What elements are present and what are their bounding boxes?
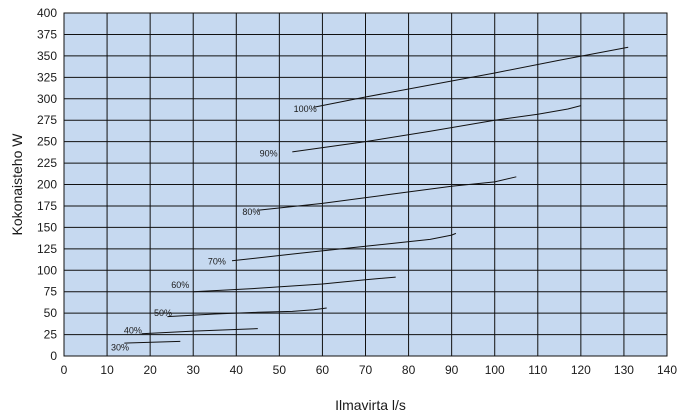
y-tick-label: 225 xyxy=(37,156,57,170)
series-label: 60% xyxy=(171,280,189,290)
x-tick-label: 50 xyxy=(273,363,287,377)
y-tick-label: 100 xyxy=(37,263,57,277)
series-line xyxy=(257,176,517,211)
series-label: 40% xyxy=(124,325,142,335)
y-tick-label: 25 xyxy=(44,328,58,342)
x-tick-label: 100 xyxy=(485,363,505,377)
y-tick-label: 300 xyxy=(37,92,57,106)
series-label: 100% xyxy=(294,104,317,114)
curves: 100% 90% 80% 70% 60% 50% 40% 30% xyxy=(111,46,629,352)
x-tick-label: 20 xyxy=(143,363,157,377)
series-80pct: 80% xyxy=(242,176,517,217)
series-line xyxy=(167,307,327,318)
series-40pct: 40% xyxy=(124,325,258,335)
series-label: 80% xyxy=(242,207,260,217)
series-line xyxy=(124,340,181,344)
x-tick-label: 60 xyxy=(316,363,330,377)
y-axis-ticks: 0 25 50 75 100 125 150 175 200 225 250 275 300 325 350… xyxy=(37,6,57,363)
series-label: 90% xyxy=(260,149,278,159)
x-tick-label: 130 xyxy=(614,363,634,377)
y-tick-label: 200 xyxy=(37,178,57,192)
series-line xyxy=(141,328,258,335)
x-tick-label: 70 xyxy=(359,363,373,377)
series-label: 30% xyxy=(111,342,129,352)
y-tick-label: 400 xyxy=(37,6,57,20)
x-tick-label: 10 xyxy=(100,363,114,377)
y-axis-label: Kokonaisteho W xyxy=(9,133,25,236)
y-tick-label: 0 xyxy=(50,349,57,363)
series-70pct: 70% xyxy=(208,232,457,267)
y-tick-label: 150 xyxy=(37,220,57,234)
series-line xyxy=(193,276,396,293)
series-100pct: 100% xyxy=(294,46,629,114)
x-tick-label: 80 xyxy=(402,363,416,377)
x-tick-label: 120 xyxy=(571,363,591,377)
series-line xyxy=(292,105,582,153)
x-axis-label: Ilmavirta l/s xyxy=(335,397,406,413)
x-axis-ticks: 0 10 20 30 40 50 60 70 80 90 100 110 120 130 140 xyxy=(61,363,678,377)
x-tick-label: 0 xyxy=(61,363,68,377)
series-line xyxy=(313,46,629,108)
y-tick-label: 375 xyxy=(37,27,57,41)
y-tick-label: 325 xyxy=(37,70,57,84)
y-tick-label: 75 xyxy=(44,285,58,299)
y-tick-label: 250 xyxy=(37,135,57,149)
x-tick-label: 110 xyxy=(528,363,547,377)
series-30pct: 30% xyxy=(111,340,181,352)
grid xyxy=(63,12,668,357)
series-line xyxy=(231,232,457,262)
series-60pct: 60% xyxy=(171,276,396,293)
series-label: 70% xyxy=(208,257,226,267)
x-tick-label: 40 xyxy=(230,363,244,377)
series-label: 50% xyxy=(154,308,172,318)
y-tick-label: 50 xyxy=(44,306,58,320)
y-tick-label: 175 xyxy=(37,199,57,213)
x-tick-label: 90 xyxy=(445,363,459,377)
y-tick-label: 350 xyxy=(37,49,57,63)
series-50pct: 50% xyxy=(154,307,327,318)
y-tick-label: 275 xyxy=(37,113,57,127)
series-90pct: 90% xyxy=(260,105,582,159)
x-tick-label: 30 xyxy=(187,363,201,377)
y-tick-label: 125 xyxy=(37,242,57,256)
x-tick-label: 140 xyxy=(657,363,677,377)
